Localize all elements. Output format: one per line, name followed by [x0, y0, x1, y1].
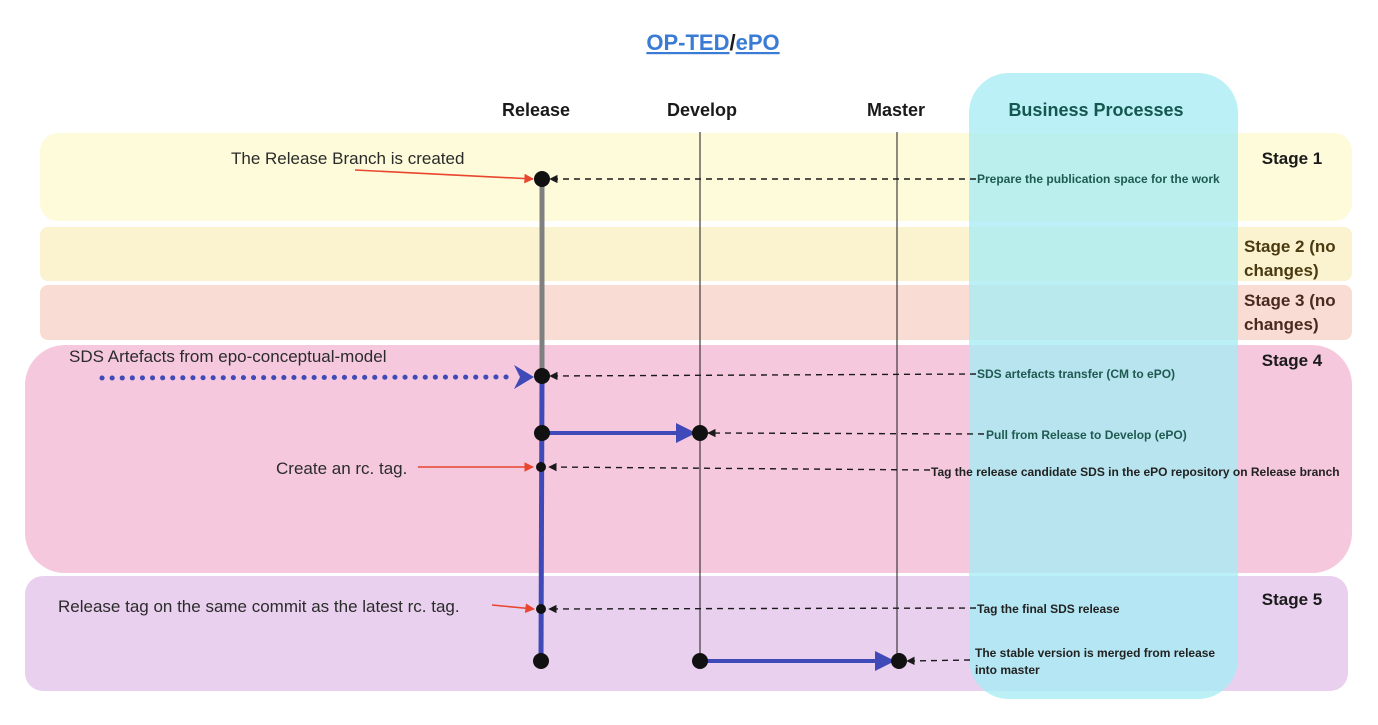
release-column-header: Release [502, 100, 570, 120]
title-link-op-ted[interactable]: OP-TED [646, 30, 729, 55]
sds-artefacts-dotted-arrow [99, 374, 515, 381]
stage-3-label: Stage 3 (no [1244, 291, 1336, 310]
stage-3-label-line2: changes) [1244, 315, 1319, 334]
process-merge-line1: The stable version is merged from releas… [975, 646, 1215, 660]
process-tag-rc: Tag the release candidate SDS in the ePO… [931, 465, 1340, 479]
sds-artefacts-commit [534, 368, 550, 384]
rc-tag-note: Create an rc. tag. [276, 459, 407, 478]
release-branch-created-commit [534, 171, 550, 187]
process-merge-line2: into master [975, 663, 1040, 677]
stage-2-label-line2: changes) [1244, 261, 1319, 280]
release-final-commit [533, 653, 549, 669]
process-tag-final: Tag the final SDS release [977, 602, 1120, 616]
release-tag-commit [536, 604, 546, 614]
develop-final-commit [692, 653, 708, 669]
release-branch-note: The Release Branch is created [231, 149, 464, 168]
process-transfer: SDS artefacts transfer (CM to ePO) [977, 367, 1175, 381]
stage-2-label: Stage 2 (no [1244, 237, 1336, 256]
master-merge-commit [891, 653, 907, 669]
master-column-header: Master [867, 100, 925, 120]
tag-rc-connector [548, 462, 931, 472]
diagram-title: OP-TED/ePO [646, 30, 779, 55]
release-tag-note: Release tag on the same commit as the la… [58, 597, 460, 616]
sds-artefacts-note: SDS Artefacts from epo-conceptual-model [69, 347, 386, 366]
transfer-connector [549, 371, 977, 381]
sds-artefacts-arrowhead [514, 365, 534, 389]
develop-pull-commit [692, 425, 708, 441]
rc-tag-commit [536, 462, 546, 472]
title-link-epo[interactable]: ePO [736, 30, 780, 55]
stage-1-label: Stage 1 [1262, 149, 1322, 168]
stage-4-label: Stage 4 [1262, 351, 1323, 370]
release-branch-blue-segment [538, 375, 545, 661]
title-separator: / [729, 30, 735, 55]
tag-final-connector [548, 604, 977, 614]
business-processes-header: Business Processes [1008, 100, 1183, 120]
process-pull: Pull from Release to Develop (ePO) [986, 428, 1187, 442]
stage-5-label: Stage 5 [1262, 590, 1322, 609]
pull-connector [707, 428, 985, 438]
process-prepare: Prepare the publication space for the wo… [977, 172, 1220, 186]
release-pull-commit [534, 425, 550, 441]
business-processes-panel [969, 73, 1238, 699]
release-branch-annotation-arrow [354, 169, 534, 184]
release-tag-annotation-arrow [491, 603, 535, 613]
develop-column-header: Develop [667, 100, 737, 120]
